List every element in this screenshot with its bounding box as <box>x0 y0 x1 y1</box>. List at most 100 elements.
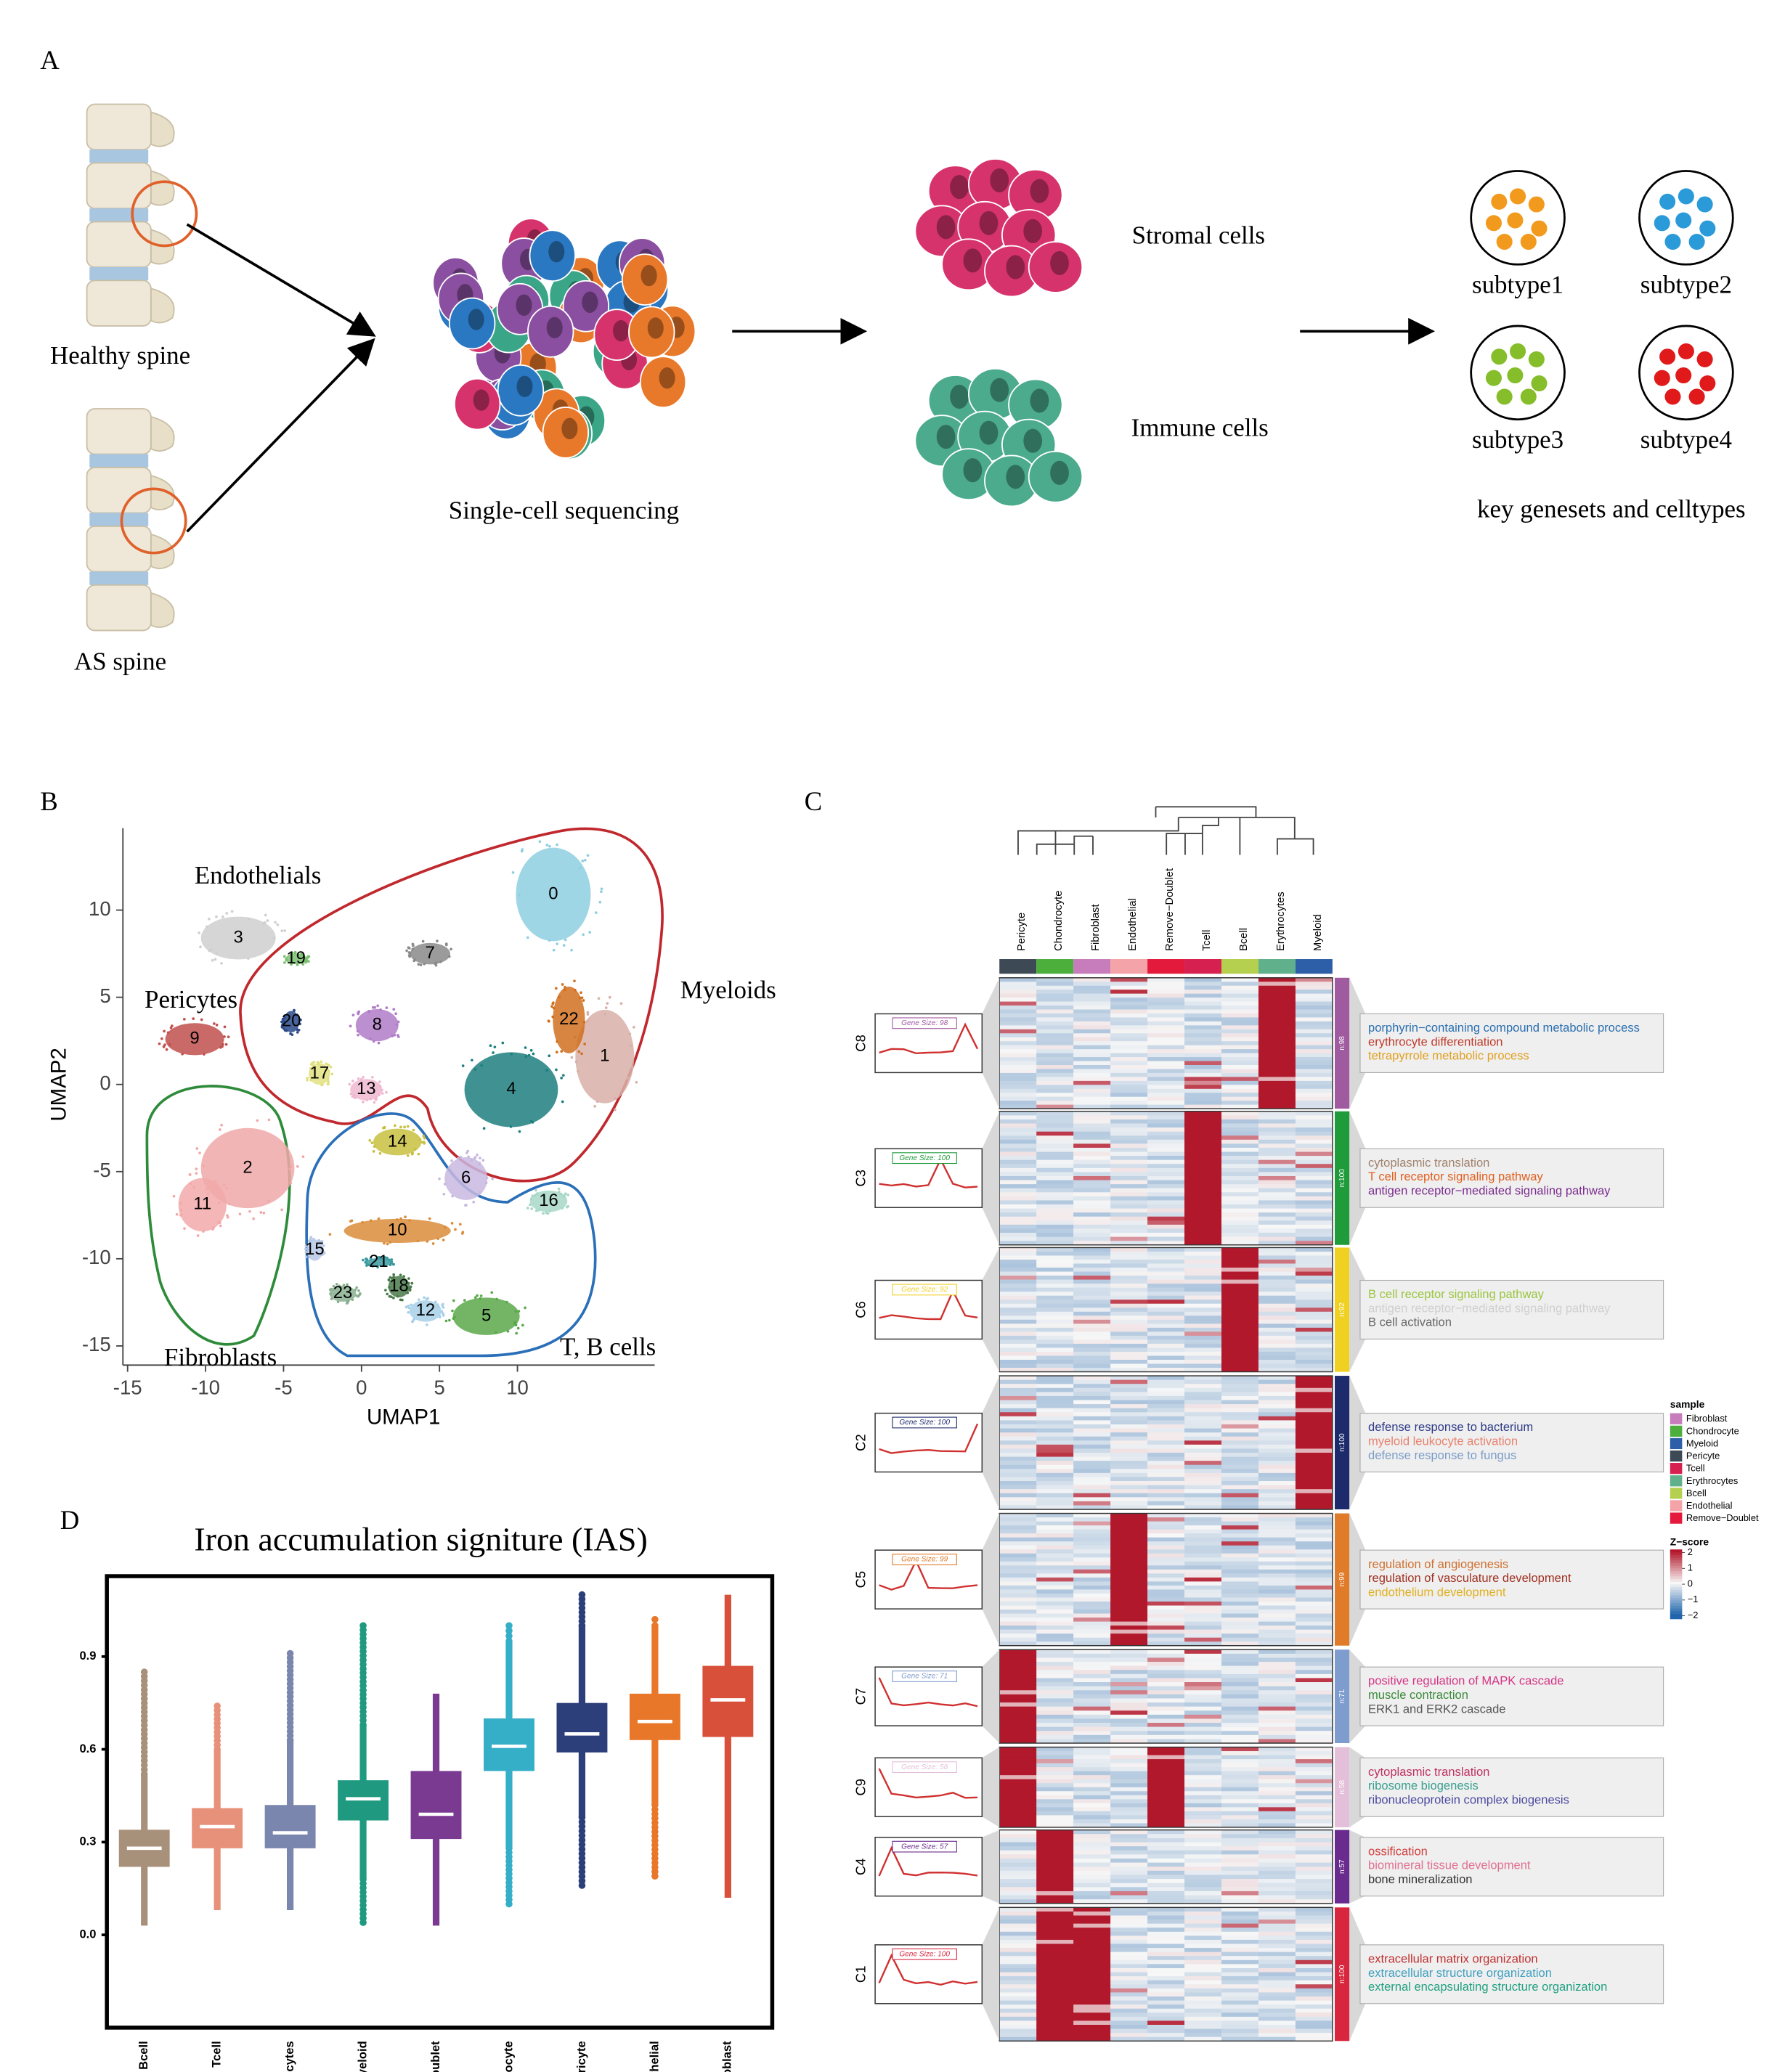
heat-cell <box>1073 1706 1111 1711</box>
heat-cell <box>1036 2025 1074 2029</box>
cluster-speck <box>480 1064 483 1067</box>
heat-cell <box>1221 1589 1259 1594</box>
heat-cell <box>1147 2000 1185 2005</box>
heat-cell <box>1184 1041 1222 1046</box>
heat-cell <box>1295 1613 1333 1618</box>
heat-cell <box>1184 1395 1222 1400</box>
heat-cell <box>1258 2012 1296 2018</box>
heat-cell <box>1036 1682 1074 1686</box>
heat-cell <box>999 1284 1037 1288</box>
heat-cell <box>1073 1807 1111 1812</box>
heat-cell <box>1184 1021 1222 1026</box>
heat-cell <box>999 1111 1037 1116</box>
heat-cell <box>1184 1080 1222 1085</box>
heat-cell <box>1036 1188 1074 1193</box>
heat-cell <box>1110 1220 1148 1225</box>
heat-cell <box>999 1557 1037 1562</box>
heat-cell <box>1110 1815 1148 1820</box>
cluster-speck <box>389 1263 392 1267</box>
heat-cell <box>1110 1049 1148 1053</box>
heat-cell <box>1036 1135 1074 1141</box>
cluster-speck <box>214 958 217 961</box>
outlier-column <box>286 1649 294 1744</box>
heat-cell <box>1036 1939 1074 1944</box>
heat-cell <box>1184 1561 1222 1566</box>
heat-cell <box>999 1702 1037 1707</box>
heat-cell <box>1036 1444 1074 1449</box>
cluster-speck <box>416 1239 420 1243</box>
heat-cell <box>1184 1533 1222 1538</box>
heat-cell <box>1221 1444 1259 1449</box>
cluster-speck <box>331 1288 334 1292</box>
cluster-speck <box>198 1151 201 1155</box>
heat-cell <box>1221 1988 1259 1993</box>
legend-label: Remove−Doublet <box>1686 1512 1759 1523</box>
heat-cell <box>1036 1513 1074 1518</box>
heat-cell <box>1147 1175 1185 1180</box>
heat-cell <box>1147 1670 1185 1675</box>
heat-cell <box>1110 1069 1148 1074</box>
cluster-speck <box>196 1234 200 1237</box>
heat-cell <box>1221 1037 1259 1042</box>
heat-cell <box>1147 1553 1185 1558</box>
heat-cell <box>1073 1956 1111 1961</box>
heat-cell <box>1073 1384 1111 1389</box>
right-fan <box>1349 977 1366 1109</box>
heat-cell <box>1221 1850 1259 1855</box>
heat-cell <box>1036 1159 1074 1165</box>
heat-cell <box>1073 1915 1111 1920</box>
heat-cell <box>1147 1613 1185 1618</box>
zscore-bar <box>1670 1600 1683 1604</box>
heat-cell <box>1258 1335 1296 1340</box>
heat-cell <box>999 1698 1037 1703</box>
heat-cell <box>1147 998 1185 1002</box>
heat-cell <box>1184 1220 1222 1225</box>
heat-cell <box>999 1951 1037 1957</box>
cluster-speck <box>425 1297 428 1301</box>
heat-cell <box>1184 1420 1222 1425</box>
cluster-label: 5 <box>481 1305 491 1325</box>
heat-cell <box>1295 1605 1333 1610</box>
heat-cell <box>1147 1799 1185 1804</box>
heat-cell <box>1073 1694 1111 1699</box>
heat-cell <box>999 1803 1037 1808</box>
cluster-speck <box>582 1021 586 1024</box>
heat-cell <box>1221 1292 1259 1297</box>
heat-cell <box>1184 1811 1222 1816</box>
heat-cell <box>1221 1481 1259 1485</box>
heat-cell <box>1147 1678 1185 1683</box>
cluster-speck <box>524 1055 528 1059</box>
heat-cell <box>999 1216 1037 1221</box>
heat-cell <box>1073 1775 1111 1780</box>
outlier-column <box>359 1622 367 1729</box>
heat-cell <box>999 1424 1037 1429</box>
heat-cell <box>1147 1972 1185 1977</box>
heat-cell <box>999 982 1037 987</box>
heat-cell <box>999 2028 1037 2034</box>
heat-cell <box>1295 1093 1333 1098</box>
heat-cell <box>1147 1521 1185 1526</box>
heat-cell <box>1184 977 1222 982</box>
vertebra <box>86 408 152 455</box>
heat-cell <box>1147 1928 1185 1933</box>
heat-cell <box>1295 1759 1333 1763</box>
heat-cell <box>1036 1923 1074 1928</box>
heat-cell <box>1147 1088 1185 1093</box>
heat-cell <box>1110 1061 1148 1066</box>
cluster-speck <box>434 1300 437 1304</box>
heat-cell <box>1295 985 1333 990</box>
heat-cell <box>1147 1464 1185 1469</box>
heat-cell <box>1258 1111 1296 1116</box>
heat-cell <box>1258 1077 1296 1082</box>
heat-cell <box>1295 1053 1333 1058</box>
cluster-speck <box>570 948 573 952</box>
heat-cell <box>1258 1842 1296 1847</box>
heat-cell <box>1184 1196 1222 1201</box>
cluster-speck <box>448 1318 451 1322</box>
heat-cell <box>1147 1384 1185 1389</box>
heat-cell <box>1073 1420 1111 1425</box>
heat-cell <box>1073 1553 1111 1558</box>
heat-cell <box>1036 1936 1074 1941</box>
y-tick-label: 0 <box>99 1072 110 1094</box>
heat-cell <box>1073 1879 1111 1884</box>
